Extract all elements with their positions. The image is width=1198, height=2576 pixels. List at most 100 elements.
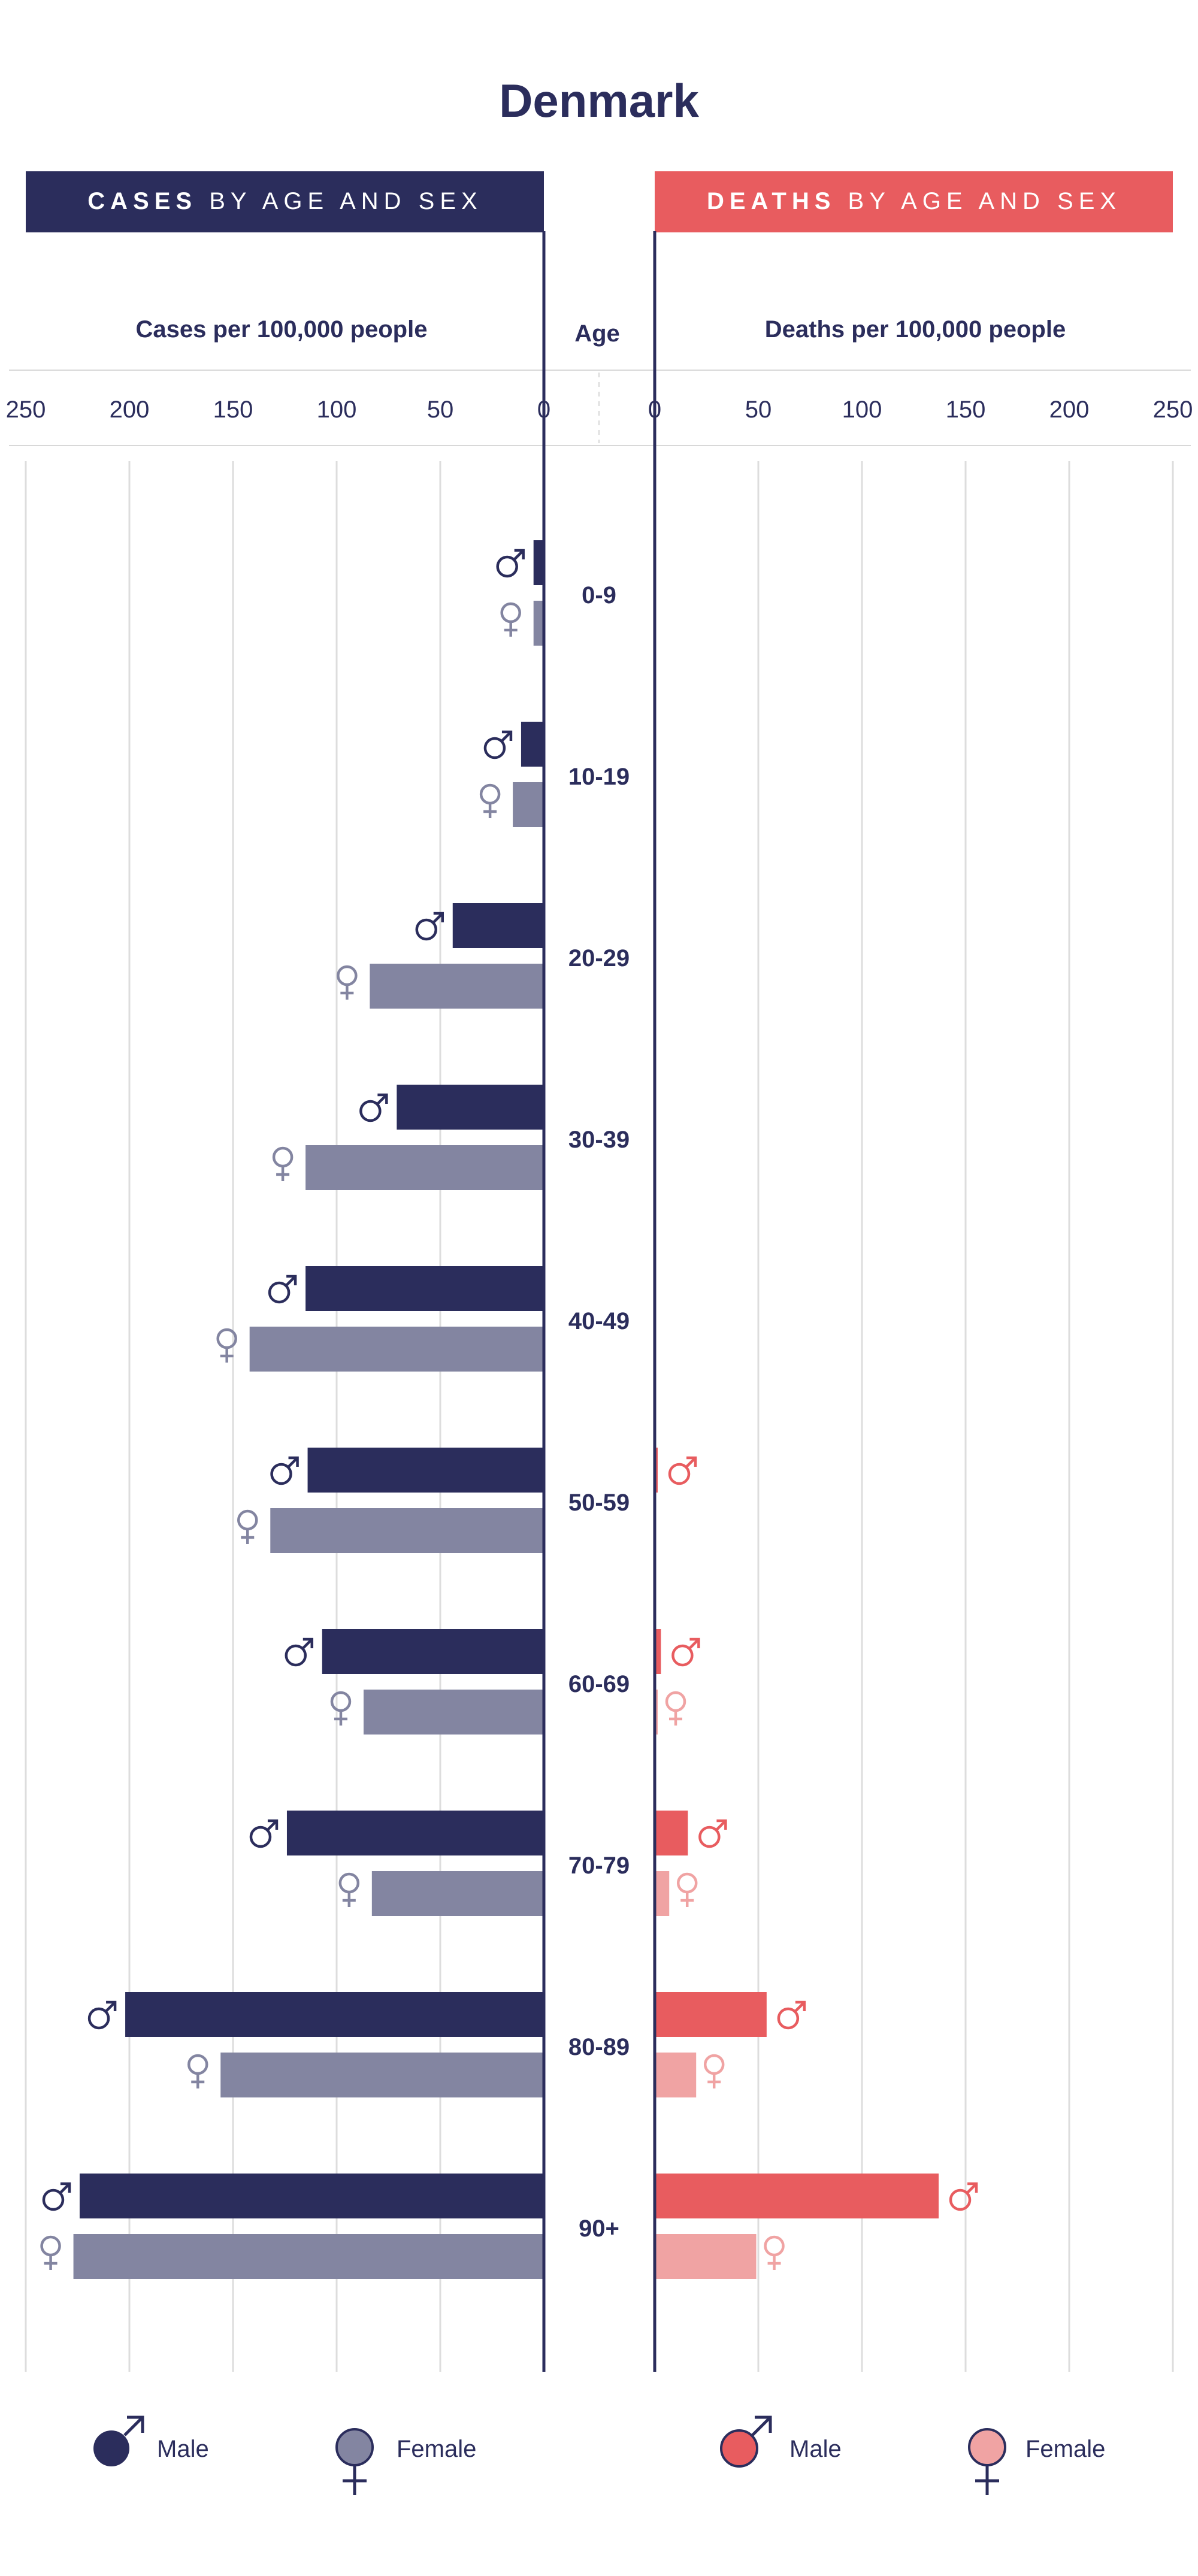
legend-deaths-female-label: Female	[1025, 2436, 1105, 2462]
male-symbol-icon	[720, 2415, 772, 2468]
deaths-male-bar	[655, 1811, 688, 1855]
sex-symbols	[40, 549, 978, 2270]
tick-label: 200	[1049, 396, 1090, 423]
female-symbol-icon	[40, 2235, 61, 2270]
male-symbol-icon	[671, 1637, 700, 1667]
female-symbol-icon	[500, 602, 521, 637]
cases-male-bar	[397, 1085, 544, 1130]
deaths-male-bar	[655, 1629, 661, 1674]
deaths-header-text: DEATHS BY AGE AND SEX	[707, 188, 1121, 214]
male-symbol-icon	[249, 1819, 279, 1848]
cases-male-bar	[307, 1448, 544, 1493]
chart-title: Denmark	[499, 74, 699, 127]
male-symbol-icon	[698, 1819, 727, 1848]
male-symbol-icon	[483, 730, 513, 759]
deaths-male-bar	[655, 1992, 767, 2037]
female-symbol-icon	[703, 2054, 725, 2088]
cases-header-banner	[26, 171, 544, 232]
deaths-female-bar	[655, 2234, 757, 2279]
female-symbol-icon	[338, 1872, 360, 1907]
male-symbol-icon	[270, 1456, 299, 1485]
tick-label: 250	[1153, 396, 1193, 423]
cases-male-bar	[125, 1992, 544, 2037]
age-axis-label: Age	[574, 320, 620, 347]
tick-label: 100	[317, 396, 357, 423]
cases-male-bar	[305, 1266, 544, 1311]
male-symbol-icon	[285, 1637, 314, 1667]
female-symbol-icon	[479, 783, 501, 818]
tick-labels: 250200150100500050100150200250	[6, 396, 1193, 423]
cases-male-bar	[79, 2174, 544, 2218]
cases-female-bar	[370, 964, 544, 1009]
male-symbol-icon	[42, 2182, 71, 2211]
age-label: 70-79	[568, 1852, 630, 1879]
cases-female-bar	[220, 2053, 544, 2097]
cases-axis-label: Cases per 100,000 people	[136, 316, 428, 343]
male-symbol-icon	[359, 1093, 388, 1122]
tick-label: 250	[6, 396, 46, 423]
legend: Male Female Male Female	[93, 2415, 1105, 2495]
cases-male-bar	[533, 540, 544, 585]
female-symbol-icon	[968, 2428, 1006, 2495]
deaths-header-banner	[655, 171, 1173, 232]
male-symbol-icon	[415, 912, 444, 941]
female-symbol-icon	[237, 1509, 258, 1544]
cases-female-bar	[533, 601, 544, 646]
age-label: 80-89	[568, 2034, 630, 2060]
male-symbol-icon	[93, 2415, 144, 2466]
legend-cases-male-label: Male	[157, 2436, 209, 2462]
age-label: 60-69	[568, 1671, 630, 1697]
legend-deaths-male-label: Male	[789, 2436, 842, 2462]
female-symbol-icon	[272, 1146, 294, 1181]
cases-male-bar	[452, 903, 544, 948]
cases-female-bar	[363, 1690, 544, 1735]
legend-deaths-male: Male	[720, 2415, 842, 2468]
female-symbol-icon	[764, 2235, 785, 2270]
tick-label: 50	[427, 396, 454, 423]
deaths-female-bar	[655, 2053, 697, 2097]
male-symbol-icon	[87, 2000, 117, 2030]
cases-male-bar	[521, 722, 544, 767]
deaths-male-bar	[655, 2174, 939, 2218]
cases-female-bar	[371, 1871, 544, 1916]
female-symbol-icon	[676, 1872, 698, 1907]
male-symbol-icon	[668, 1456, 697, 1485]
legend-cases-female-label: Female	[397, 2436, 476, 2462]
legend-cases-female: Female	[335, 2428, 476, 2495]
deaths-female-bar	[655, 1871, 670, 1916]
cases-female-bar	[513, 782, 544, 827]
cases-male-bar	[286, 1811, 544, 1855]
age-label: 20-29	[568, 945, 630, 971]
age-labels: 0-9 10-19 20-29 30-39 40-49 50-59 60-69 70-79 80…	[568, 582, 630, 2242]
female-symbol-icon	[216, 1328, 237, 1363]
tick-label: 150	[946, 396, 986, 423]
female-symbol-icon	[187, 2054, 208, 2088]
cases-female-bar	[73, 2234, 544, 2279]
male-symbol-icon	[949, 2182, 978, 2211]
cases-female-bar	[305, 1145, 544, 1190]
female-symbol-icon	[330, 1691, 352, 1726]
age-label: 0-9	[582, 582, 616, 609]
cases-female-bar	[249, 1327, 544, 1372]
tick-label: 100	[842, 396, 882, 423]
legend-cases-male: Male	[93, 2415, 209, 2466]
deaths-axis-label: Deaths per 100,000 people	[765, 316, 1066, 343]
tick-label: 50	[745, 396, 772, 423]
male-symbol-icon	[268, 1275, 297, 1304]
age-label: 90+	[579, 2215, 619, 2242]
cases-female-bar	[270, 1508, 544, 1553]
male-symbol-icon	[496, 549, 525, 578]
legend-deaths-female: Female	[968, 2428, 1105, 2495]
cases-header-text: CASES BY AGE AND SEX	[87, 188, 482, 214]
cases-male-bar	[322, 1629, 544, 1674]
bars	[73, 540, 939, 2279]
age-label: 30-39	[568, 1127, 630, 1153]
female-symbol-icon	[337, 965, 358, 1000]
tick-label: 150	[213, 396, 253, 423]
age-label: 50-59	[568, 1490, 630, 1516]
female-symbol-icon	[665, 1691, 686, 1726]
female-symbol-icon	[335, 2428, 374, 2495]
age-label: 10-19	[568, 764, 630, 790]
tick-label: 200	[110, 396, 150, 423]
